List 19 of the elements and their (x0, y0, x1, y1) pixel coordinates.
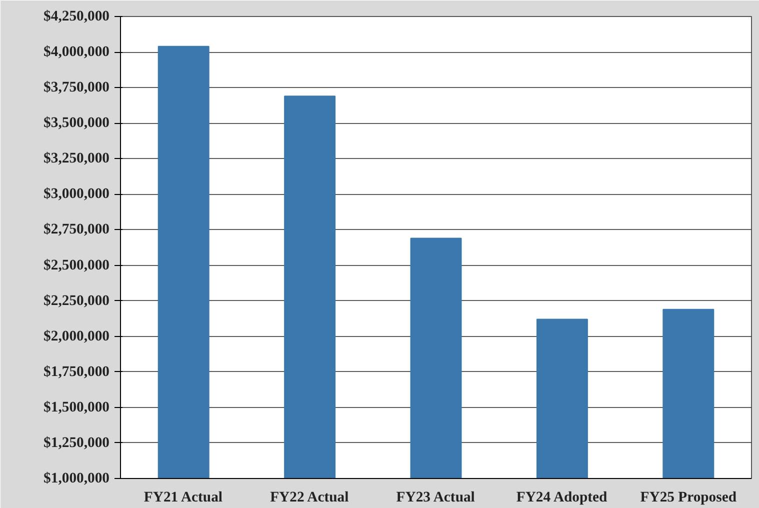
x-tick-label: FY23 Actual (396, 490, 475, 506)
y-tick-label: $2,750,000 (44, 222, 110, 238)
y-tick-label: $3,250,000 (44, 150, 110, 167)
y-tick-label: $2,250,000 (44, 292, 110, 309)
y-tick-label: $3,500,000 (44, 115, 110, 132)
x-tick-label: FY24 Adopted (516, 490, 608, 506)
y-tick-label: $4,250,000 (44, 8, 110, 24)
y-tick-label: $3,750,000 (44, 80, 110, 96)
y-tick-label: $1,250,000 (44, 434, 110, 451)
y-tick-label: $1,500,000 (44, 399, 110, 416)
x-tick-label: FY21 Actual (144, 490, 222, 506)
y-tick-label: $3,000,000 (44, 186, 110, 202)
y-tick-label: $1,750,000 (44, 364, 110, 380)
y-tick-label: $4,000,000 (44, 44, 110, 60)
y-tick-label: $2,000,000 (44, 328, 110, 344)
y-tick-label: $2,500,000 (44, 257, 110, 274)
y-tick-label: $1,000,000 (44, 470, 110, 486)
x-tick-label: FY22 Actual (270, 490, 349, 506)
x-tick-label: FY25 Proposed (640, 490, 737, 506)
